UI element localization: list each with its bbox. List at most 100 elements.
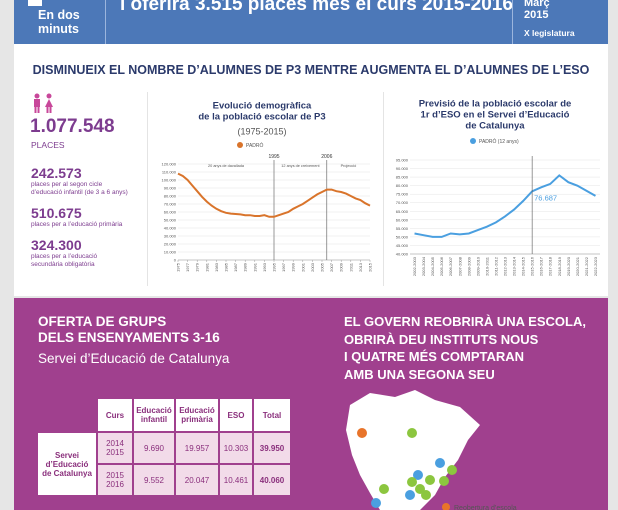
stat-label: secundària obligatòria xyxy=(31,261,95,268)
reference-label: 1995 xyxy=(268,154,279,160)
badge-line: minuts xyxy=(38,22,79,36)
x-tick-label: 1977 xyxy=(185,262,190,272)
chart-title: Previsió de la població escolar de xyxy=(419,98,572,109)
x-tick-label: 2003 xyxy=(310,262,315,272)
legislature: X legislatura xyxy=(524,28,575,38)
x-tick-label: 2015-2016 xyxy=(530,256,535,276)
legend-label: Reobertura d’escola xyxy=(454,505,517,510)
y-tick-label: 50.000 xyxy=(164,218,177,223)
course: 2015 xyxy=(106,471,124,480)
x-tick-label: 2005 xyxy=(320,262,325,272)
series-line xyxy=(414,174,596,238)
header-title: i oferirà 3.515 places més el curs 2015-… xyxy=(120,0,513,15)
y-tick-label: 0 xyxy=(174,258,177,263)
stat-label: places per al segon cicle xyxy=(31,181,103,188)
x-tick-label: 1991 xyxy=(252,262,257,272)
badge: En dos minuts xyxy=(38,8,80,36)
x-tick-label: 1997 xyxy=(281,262,286,272)
stat-value: 510.675 xyxy=(31,205,82,221)
cell: 9.690 xyxy=(134,433,174,463)
x-tick-label: 2018-2019 xyxy=(557,256,562,276)
badge-line: En dos xyxy=(38,8,80,22)
cell: 20.047 xyxy=(176,465,218,495)
y-tick-label: 85.000 xyxy=(396,175,409,180)
total-cell: 39.950 xyxy=(254,433,290,463)
x-tick-label: 2017-2018 xyxy=(548,256,553,276)
divider xyxy=(105,0,106,44)
y-tick-label: 110.000 xyxy=(162,170,177,175)
title-line: I QUATRE MÉS COMPTARAN xyxy=(344,349,525,364)
people-icon xyxy=(34,93,53,113)
stat: 510.675 places per a l’educació primària xyxy=(31,205,131,229)
chart-title: 1r d’ESO en el Servei d’Educació xyxy=(421,109,570,120)
x-tick-label: 2003-2004 xyxy=(421,256,426,276)
date: Març 2015 xyxy=(524,0,550,21)
chart-title: Evolució demogràfica xyxy=(213,100,312,111)
date-line: Març xyxy=(524,0,550,9)
y-tick-label: 30.000 xyxy=(164,234,177,239)
legend-swatch xyxy=(442,503,450,510)
header-cell: Total xyxy=(254,399,290,431)
y-tick-label: 100.000 xyxy=(162,178,177,183)
map-dots xyxy=(357,428,457,508)
course-cell: 2014 2015 xyxy=(98,433,132,463)
header-cell: ESO xyxy=(220,399,252,431)
stat-value: 324.300 xyxy=(31,237,82,253)
groups-title: OFERTA DE GRUPS DELS ENSENYAMENTS 3-16 xyxy=(38,314,220,346)
cell: 10.303 xyxy=(220,433,252,463)
title-line: OFERTA DE GRUPS xyxy=(38,314,167,329)
y-tick-label: 90.000 xyxy=(396,166,409,171)
region xyxy=(346,390,480,510)
chart-title: de la població escolar de P3 xyxy=(198,111,325,122)
badge-icon xyxy=(28,0,42,6)
x-tick-label: 1999 xyxy=(291,262,296,272)
stat: 324.300 places per a l’educació secundària… xyxy=(31,237,131,269)
cell: 10.461 xyxy=(220,465,252,495)
y-tick-label: 70.000 xyxy=(396,200,409,205)
y-tick-label: 20.000 xyxy=(164,242,177,247)
x-tick-label: 2012-2013 xyxy=(503,256,508,276)
x-tick-label: 2011-2012 xyxy=(493,256,498,276)
title-line: OBRIRÀ DEU INSTITUTS NOUS xyxy=(344,331,539,347)
y-tick-label: 55.000 xyxy=(396,226,409,231)
course: 2015 xyxy=(106,448,124,457)
x-tick-label: 1983 xyxy=(214,262,219,272)
reference-label: 2006 xyxy=(321,154,332,160)
title-line: AMB UNA SEGONA SEU xyxy=(344,366,495,382)
y-tick-label: 40.000 xyxy=(396,252,409,257)
title-line: EL GOVERN REOBRIRÀ UNA ESCOLA, xyxy=(344,314,586,329)
total-label: PLACES xyxy=(31,140,65,150)
y-tick-label: 45.000 xyxy=(396,243,409,248)
x-tick-label: 2011 xyxy=(348,262,353,271)
y-tick-label: 65.000 xyxy=(396,209,409,214)
x-tick-label: 2013-2014 xyxy=(512,256,517,276)
x-tick-label: 2016-2017 xyxy=(539,256,544,276)
cell: 19.957 xyxy=(176,433,218,463)
x-tick-label: 2021-2022 xyxy=(584,256,589,276)
x-tick-label: 2020-2021 xyxy=(575,256,580,276)
y-tick-label: 120.000 xyxy=(162,162,177,167)
header-cell: Educació primària xyxy=(176,399,218,431)
x-tick-label: 1989 xyxy=(243,262,248,272)
y-tick-label: 80.000 xyxy=(396,183,409,188)
headline: DISMINUEIX EL NOMBRE D’ALUMNES DE P3 MEN… xyxy=(32,63,590,77)
x-tick-label: 1985 xyxy=(224,262,229,272)
x-tick-label: 2015 xyxy=(368,262,373,272)
empty-cell xyxy=(38,399,96,431)
x-tick-label: 2009-2010 xyxy=(475,256,480,276)
header-cell: Educació infantil xyxy=(134,399,174,431)
divider xyxy=(512,0,513,44)
x-tick-label: 1979 xyxy=(195,262,200,272)
date-line: 2015 xyxy=(524,9,549,21)
period-label: Projecció xyxy=(341,164,357,168)
y-tick-label: 70.000 xyxy=(164,202,177,207)
x-tick-label: 2007 xyxy=(329,262,334,272)
y-tick-label: 80.000 xyxy=(164,194,177,199)
course: 2016 xyxy=(106,480,124,489)
stat-value: 242.573 xyxy=(31,165,82,181)
x-tick-label: 2013 xyxy=(358,262,363,272)
period-label: 20 anys de davallada xyxy=(208,164,245,168)
stats-list: 242.573 places per al segon cicle d’educac… xyxy=(31,165,131,277)
